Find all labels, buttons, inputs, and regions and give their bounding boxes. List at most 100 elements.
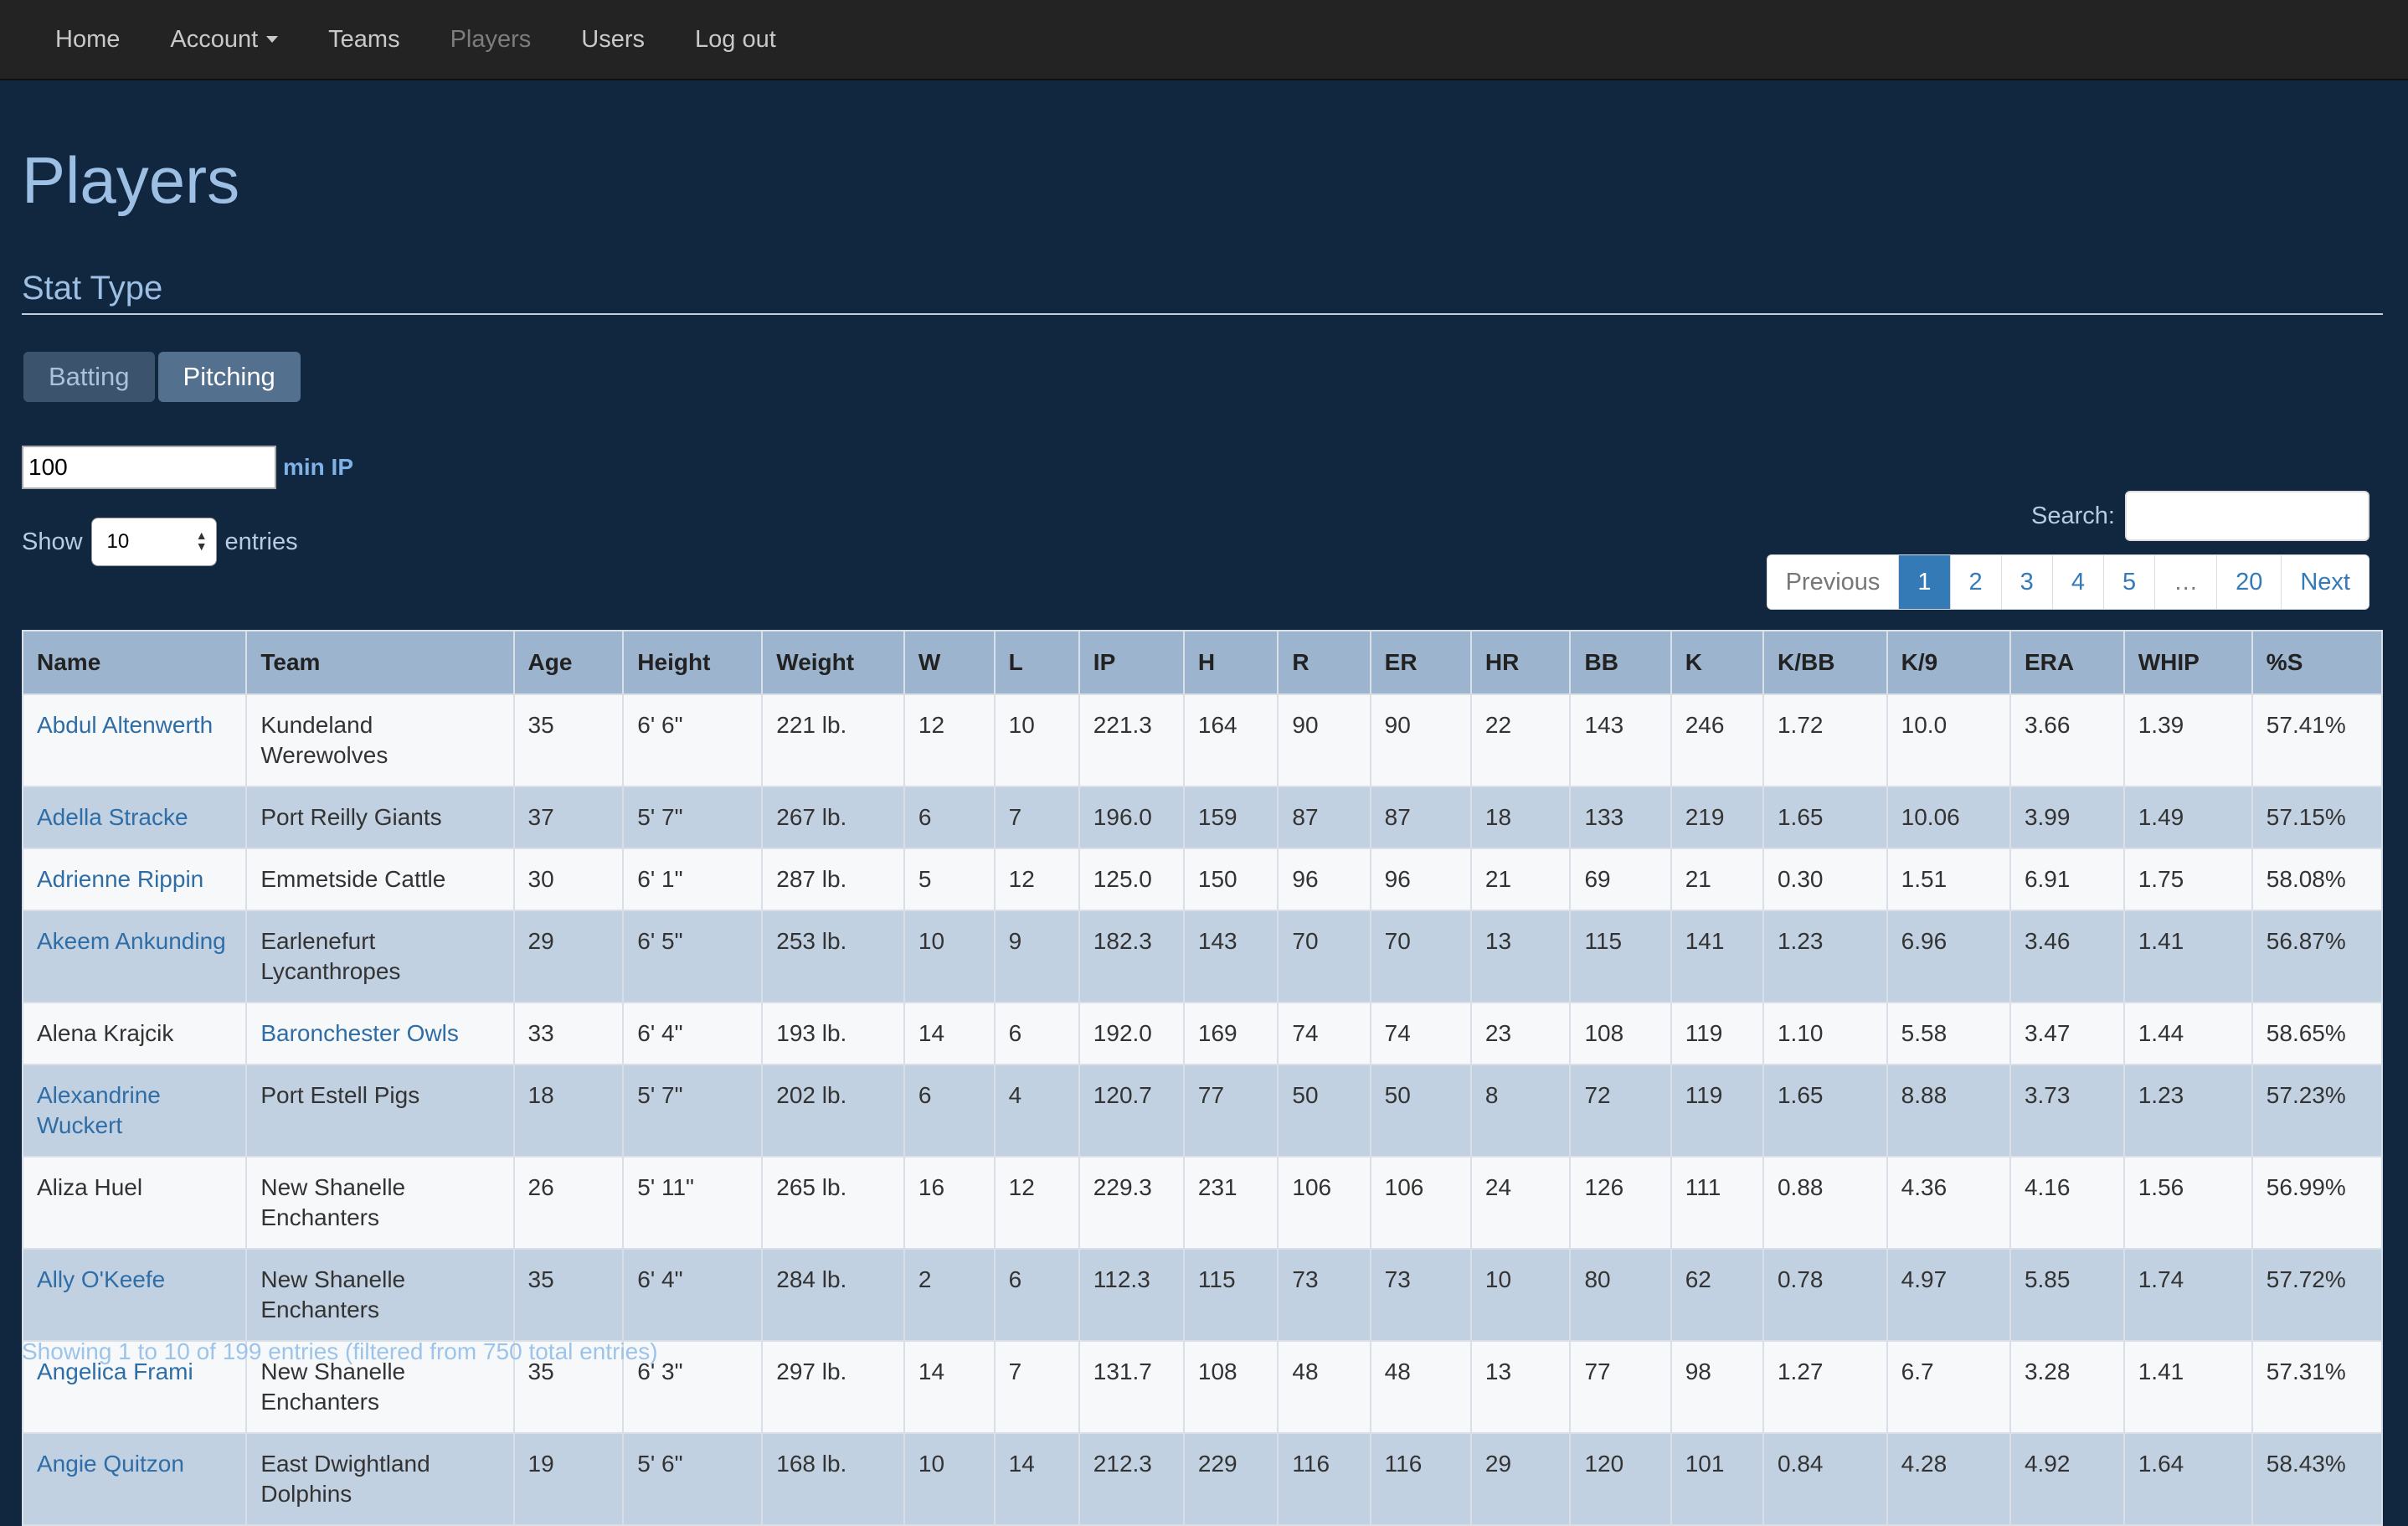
column-header[interactable]: R xyxy=(1277,630,1371,695)
nav-players[interactable]: Players xyxy=(450,25,532,53)
table-cell: 70 xyxy=(1277,910,1371,1003)
table-cell: 96 xyxy=(1277,848,1371,911)
table-cell: 6 xyxy=(903,786,996,849)
previous-button[interactable]: Previous xyxy=(1785,568,1881,595)
table-cell: 30 xyxy=(512,848,625,911)
table-cell: 150 xyxy=(1182,848,1279,911)
table-cell: 14 xyxy=(903,1002,996,1065)
table-cell: 1.23 xyxy=(2122,1064,2253,1157)
table-cell: 126 xyxy=(1569,1156,1672,1250)
table-cell: 3.46 xyxy=(2009,910,2125,1003)
nav-users[interactable]: Users xyxy=(581,25,646,53)
nav-logout[interactable]: Log out xyxy=(695,25,776,53)
team-name-link[interactable]: Baronchester Owls xyxy=(245,1002,515,1065)
column-header[interactable]: Team xyxy=(245,630,515,695)
column-header[interactable]: Age xyxy=(512,630,625,695)
column-header[interactable]: W xyxy=(903,630,996,695)
table-cell: 4.28 xyxy=(1886,1432,2011,1526)
page-20-button[interactable]: 20 xyxy=(2216,555,2281,609)
table-cell: 23 xyxy=(1469,1002,1572,1065)
table-cell: 58.43% xyxy=(2251,1432,2384,1526)
player-name-link[interactable]: Adella Stracke xyxy=(21,786,248,849)
entries-length: Show 10 ▲ ▼ entries xyxy=(22,518,298,566)
table-cell: 1.41 xyxy=(2122,910,2253,1003)
table-cell: 14 xyxy=(903,1340,996,1434)
table-cell: 12 xyxy=(993,1156,1080,1250)
table-cell: 1.41 xyxy=(2122,1340,2253,1434)
table-cell: 7 xyxy=(993,1340,1080,1434)
caret-down-icon xyxy=(266,36,279,43)
column-header[interactable]: K xyxy=(1670,630,1764,695)
column-header[interactable]: Name xyxy=(21,630,248,695)
page-5-button[interactable]: 5 xyxy=(2102,555,2154,609)
team-name: Port Estell Pigs xyxy=(245,1064,515,1157)
navbar: Home Account Teams Players Users Log out xyxy=(0,0,2408,80)
table-cell: 168 lb. xyxy=(761,1432,905,1526)
column-header[interactable]: HR xyxy=(1469,630,1572,695)
table-cell: 1.23 xyxy=(1762,910,1888,1003)
table-cell: 164 xyxy=(1182,693,1279,787)
table-cell: 284 lb. xyxy=(761,1248,905,1342)
nav-account[interactable]: Account xyxy=(170,26,279,54)
table-cell: 5' 7" xyxy=(622,786,764,849)
player-name-link[interactable]: Akeem Ankunding xyxy=(21,910,248,1003)
table-cell: 18 xyxy=(512,1064,625,1157)
search-box: Search: xyxy=(2031,491,2369,541)
page-4-button[interactable]: 4 xyxy=(2051,555,2103,609)
table-cell: 1.65 xyxy=(1762,786,1888,849)
table-cell: 1.27 xyxy=(1762,1340,1888,1434)
min-ip-input[interactable] xyxy=(22,446,276,489)
column-header[interactable]: ERA xyxy=(2009,630,2125,695)
player-name-link[interactable]: Abdul Altenwerth xyxy=(21,693,248,787)
search-input[interactable] xyxy=(2125,491,2369,541)
table-cell: 219 xyxy=(1670,786,1764,849)
table-cell: 57.31% xyxy=(2251,1340,2384,1434)
table-cell: 1.56 xyxy=(2122,1156,2253,1250)
player-name-link[interactable]: Angie Quitzon xyxy=(21,1432,248,1526)
batting-button[interactable]: Batting xyxy=(23,352,155,402)
page-1-button[interactable]: 1 xyxy=(1898,555,1950,609)
table-cell: 1.72 xyxy=(1762,693,1888,787)
column-header[interactable]: WHIP xyxy=(2122,630,2253,695)
table-cell: 108 xyxy=(1182,1340,1279,1434)
column-header[interactable]: IP xyxy=(1078,630,1185,695)
player-name-link[interactable]: Ally O'Keefe xyxy=(21,1248,248,1342)
column-header[interactable]: Weight xyxy=(761,630,905,695)
table-cell: 116 xyxy=(1277,1432,1371,1526)
page-2-button[interactable]: 2 xyxy=(1949,555,2001,609)
nav-home[interactable]: Home xyxy=(55,25,121,53)
column-header[interactable]: BB xyxy=(1569,630,1672,695)
team-name: East Dwightland Dolphins xyxy=(245,1432,515,1526)
table-cell: 3.73 xyxy=(2009,1064,2125,1157)
min-ip-label: min IP xyxy=(283,454,354,480)
column-header[interactable]: K/9 xyxy=(1886,630,2011,695)
table-cell: 6' 5" xyxy=(622,910,764,1003)
page-3-button[interactable]: 3 xyxy=(2000,555,2052,609)
player-name-link[interactable]: Adrienne Rippin xyxy=(21,848,248,911)
team-name: Earlenefurt Lycanthropes xyxy=(245,910,515,1003)
entries-select[interactable]: 10 ▲ ▼ xyxy=(90,518,217,566)
select-arrows-icon: ▲ ▼ xyxy=(195,528,208,553)
column-header[interactable]: H xyxy=(1182,630,1279,695)
table-cell: 58.65% xyxy=(2251,1002,2384,1065)
player-name-link[interactable]: Alexandrine Wuckert xyxy=(21,1064,248,1157)
table-cell: 74 xyxy=(1369,1002,1472,1065)
next-button[interactable]: Next xyxy=(2281,555,2369,609)
table-cell: 116 xyxy=(1369,1432,1472,1526)
column-header[interactable]: K/BB xyxy=(1762,630,1888,695)
table-cell: 1.51 xyxy=(1886,848,2011,911)
table-cell: 115 xyxy=(1569,910,1672,1003)
column-header[interactable]: ER xyxy=(1369,630,1472,695)
column-header[interactable]: L xyxy=(993,630,1080,695)
column-header[interactable]: %S xyxy=(2251,630,2384,695)
pagination: Previous 1 2 3 4 5 … 20 Next xyxy=(1766,554,2369,610)
table-cell: 10 xyxy=(903,1432,996,1526)
table-row: Akeem Ankunding Earlenefurt Lycanthropes 2… xyxy=(21,910,2384,1003)
table-row: Adella Stracke Port Reilly Giants 37 5' 7" 2… xyxy=(21,786,2384,849)
table-cell: 0.88 xyxy=(1762,1156,1888,1250)
table-cell: 57.23% xyxy=(2251,1064,2384,1157)
column-header[interactable]: Height xyxy=(622,630,764,695)
pitching-button[interactable]: Pitching xyxy=(157,352,301,402)
nav-teams[interactable]: Teams xyxy=(328,25,400,53)
table-cell: 112.3 xyxy=(1078,1248,1185,1342)
